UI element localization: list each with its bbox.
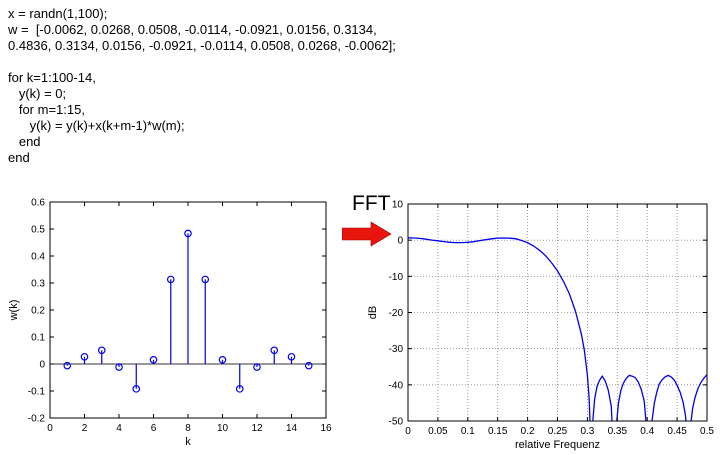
x-tick-label: 0 [405,426,411,437]
code-line: y(k) = 0; [8,86,67,101]
code-line: for m=1:15, [8,102,85,117]
fft-label: FFT [352,192,391,215]
x-tick-label: 16 [320,423,332,434]
fft-arrow-icon [341,221,394,247]
y-tick-label: 10 [392,200,404,211]
code-line: end [8,150,30,165]
y-tick-label: 0.4 [31,252,45,263]
code-block: x = randn(1,100); w = [-0.0062, 0.0268, 0… [8,6,396,166]
y-tick-label: 0.1 [31,333,45,344]
y-axis-label: dB [367,306,379,319]
x-axis-label: relative Frequenz [515,439,600,451]
x-tick-label: 4 [116,423,122,434]
y-tick-label: -10 [389,272,404,283]
y-tick-label: 0.6 [31,198,45,209]
x-tick-label: 0.4 [640,426,654,437]
y-tick-label: 0.5 [31,225,45,236]
code-line: y(k) = y(k)+x(k+m-1)*w(m); [8,118,185,133]
y-tick-label: 0.3 [31,279,45,290]
x-tick-label: 0.15 [488,426,508,437]
y-axis-label: w(k) [8,300,20,322]
code-line [8,54,396,70]
filter-coefficients-svg: 0 2 4 6 8 10 12 14 16 -0.2 -0.1 0 0.1 0.2 0.3 0.4 0.5 0.6… [8,198,332,449]
code-line: w = [-0.0062, 0.0268, 0.0508, -0.0114, -… [8,22,377,37]
arrow-right-icon [341,221,392,247]
x-tick-label: 0.1 [461,426,475,437]
frequency-response-svg: 0 0.05 0.1 0.15 0.2 0.25 0.3 0.35 0.4 0.45 0.5 -50 -… [367,200,714,452]
frequency-response-series [408,237,707,421]
stem-chart: 0 2 4 6 8 10 12 14 16 -0.2 -0.1 0 0.1 0.2 0.3 0.4 0.5 0.6… [6,192,336,454]
y-tick-label: -0.2 [28,414,46,425]
x-tick-label: 2 [82,423,88,434]
x-tick-label: 12 [251,423,263,434]
y-tick-label: -50 [389,417,404,428]
y-tick-label: -0.1 [28,387,46,398]
x-tick-label: 0.5 [700,426,714,437]
code-line: x = randn(1,100); [8,6,108,21]
x-tick-label: 0 [47,423,53,434]
code-line: end [8,134,41,149]
filter-coefficients-series [50,229,326,393]
x-tick-label: 6 [151,423,157,434]
x-tick-label: 0.45 [667,426,687,437]
code-line: for k=1:100-14, [8,70,96,85]
code-line: 0.4836, 0.3134, 0.0156, -0.0921, -0.0114… [8,38,396,53]
y-tick-label: -20 [389,308,404,319]
x-tick-label: 10 [217,423,229,434]
x-tick-label: 8 [185,423,191,434]
y-tick-label: -30 [389,344,404,355]
frequency-response-chart: 0 0.05 0.1 0.15 0.2 0.25 0.3 0.35 0.4 0.45 0.5 -50 -… [365,196,715,455]
x-tick-label: 0.05 [428,426,448,437]
x-tick-label: 0.2 [521,426,535,437]
x-tick-label: 0.25 [548,426,568,437]
x-tick-label: 0.3 [580,426,594,437]
x-tick-label: 0.35 [608,426,628,437]
y-tick-label: 0 [397,236,403,247]
x-axis-label: k [185,436,191,448]
y-tick-label: 0 [39,360,45,371]
y-tick-label: 0.2 [31,306,45,317]
y-tick-label: -40 [389,380,404,391]
x-tick-label: 14 [286,423,298,434]
